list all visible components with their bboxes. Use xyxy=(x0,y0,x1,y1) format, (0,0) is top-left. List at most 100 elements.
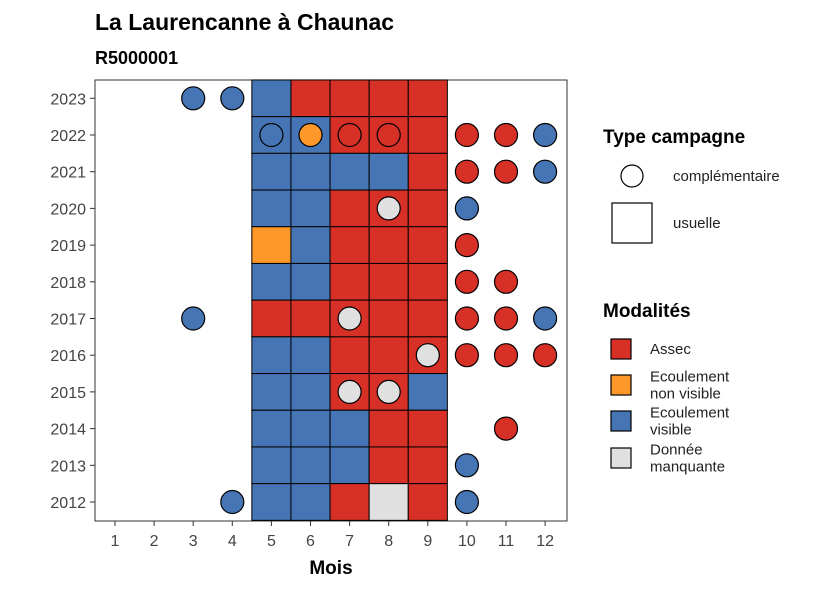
usuelle-cell xyxy=(329,226,370,264)
legend-modalite-label: non visible xyxy=(650,386,721,403)
complementaire-point xyxy=(493,269,519,294)
y-tick-label: 2023 xyxy=(50,91,86,108)
usuelle-cell xyxy=(407,79,448,118)
legend-modalite-label: Ecoulement xyxy=(650,369,730,386)
usuelle-cell xyxy=(290,299,331,338)
usuelle-cell xyxy=(290,152,331,191)
legend-modalite-label: Ecoulement xyxy=(650,405,730,422)
y-tick-label: 2021 xyxy=(50,165,86,182)
x-tick-label: 7 xyxy=(345,533,354,550)
legend-color-key xyxy=(610,410,632,432)
usuelle-cell xyxy=(329,79,370,118)
x-tick-label: 10 xyxy=(458,533,476,550)
complementaire-point xyxy=(532,306,558,331)
complementaire-point xyxy=(337,306,362,331)
usuelle-cell xyxy=(407,152,448,191)
usuelle-cell xyxy=(329,483,370,521)
complementaire-point xyxy=(454,306,479,331)
complementaire-point xyxy=(454,343,479,368)
y-tick-label: 2013 xyxy=(50,458,86,475)
complementaire-point xyxy=(259,122,284,148)
x-tick-label: 8 xyxy=(384,533,393,550)
usuelle-cell xyxy=(251,79,292,118)
usuelle-cell xyxy=(368,152,409,191)
usuelle-cell xyxy=(329,409,370,448)
usuelle-cell xyxy=(290,189,331,228)
complementaire-point xyxy=(493,122,519,148)
complementaire-point xyxy=(493,159,519,184)
usuelle-cell xyxy=(329,446,370,485)
x-tick-label: 12 xyxy=(536,533,554,550)
usuelle-cell xyxy=(368,336,409,375)
usuelle-cell xyxy=(290,336,331,375)
legend-square-key xyxy=(611,202,653,244)
complementaire-point xyxy=(181,86,206,111)
usuelle-cell xyxy=(407,483,448,521)
usuelle-cell xyxy=(407,189,448,228)
y-tick-label: 2012 xyxy=(50,495,86,512)
usuelle-cell xyxy=(329,189,370,228)
complementaire-point xyxy=(337,379,362,404)
usuelle-cell xyxy=(368,226,409,264)
chart-title: La Laurencanne à Chaunac xyxy=(95,9,394,35)
complementaire-point xyxy=(181,306,206,331)
legend-type-label: usuelle xyxy=(673,215,721,232)
usuelle-cell xyxy=(290,116,331,154)
y-tick-label: 2018 xyxy=(50,275,86,292)
x-axis: 1 2 3 4 5 6 7 8 9 10 11 12 xyxy=(111,521,554,550)
usuelle-cell xyxy=(368,409,409,448)
usuelle-cell xyxy=(407,446,448,485)
legend-circle-key xyxy=(620,164,644,188)
usuelle-cell xyxy=(290,262,331,301)
usuelle-cell xyxy=(329,336,370,375)
legend-modalite-label: manquante xyxy=(650,459,725,476)
legend-type-campagne: Type campagne complémentaire usuelle xyxy=(603,127,780,244)
usuelle-cell xyxy=(251,446,292,485)
chart-subtitle: R5000001 xyxy=(95,48,178,68)
complementaire-point xyxy=(376,379,401,404)
complementaire-point xyxy=(454,196,479,221)
x-tick-label: 1 xyxy=(111,533,120,550)
y-tick-label: 2017 xyxy=(50,312,86,329)
complementaire-point xyxy=(532,122,558,148)
y-axis: 2012 2013 2014 2015 2016 2017 2018 2019 2020 2021… xyxy=(50,91,95,512)
usuelle-cell xyxy=(251,483,292,521)
x-tick-label: 9 xyxy=(423,533,432,550)
usuelle-cell xyxy=(290,79,331,118)
usuelle-cell xyxy=(251,299,292,338)
complementaire-point xyxy=(493,416,519,441)
y-tick-label: 2014 xyxy=(50,422,86,439)
usuelle-cell xyxy=(368,262,409,301)
usuelle-cell xyxy=(407,409,448,448)
usuelle-cell xyxy=(251,409,292,448)
usuelle-cell xyxy=(290,483,331,521)
usuelle-cell xyxy=(251,152,292,191)
complementaire-point xyxy=(454,122,479,148)
usuelle-cell xyxy=(329,152,370,191)
usuelle-cell xyxy=(290,226,331,264)
complementaire-point xyxy=(454,269,479,294)
legend-modalites-title: Modalités xyxy=(603,301,691,322)
usuelle-cell xyxy=(251,262,292,301)
usuelle-cell xyxy=(368,446,409,485)
usuelle-cell xyxy=(251,336,292,375)
usuelle-cell xyxy=(407,116,448,154)
usuelle-cell xyxy=(368,79,409,118)
complementaire-point xyxy=(493,343,519,368)
x-tick-label: 6 xyxy=(306,533,315,550)
complementaire-point xyxy=(337,122,362,148)
complementaire-point xyxy=(454,489,479,515)
usuelle-cell xyxy=(368,299,409,338)
legend-modalite-label: Donnée xyxy=(650,442,703,459)
complementaire-point xyxy=(493,306,519,331)
usuelle-cell xyxy=(290,373,331,411)
complementaire-point xyxy=(376,122,401,148)
legend-type-label: complémentaire xyxy=(673,168,780,185)
complementaire-point xyxy=(454,453,479,478)
complementaire-point xyxy=(454,233,479,258)
x-axis-title: Mois xyxy=(309,558,352,579)
x-tick-label: 11 xyxy=(498,533,515,550)
usuelle-cell xyxy=(329,262,370,301)
y-tick-label: 2020 xyxy=(50,201,86,218)
